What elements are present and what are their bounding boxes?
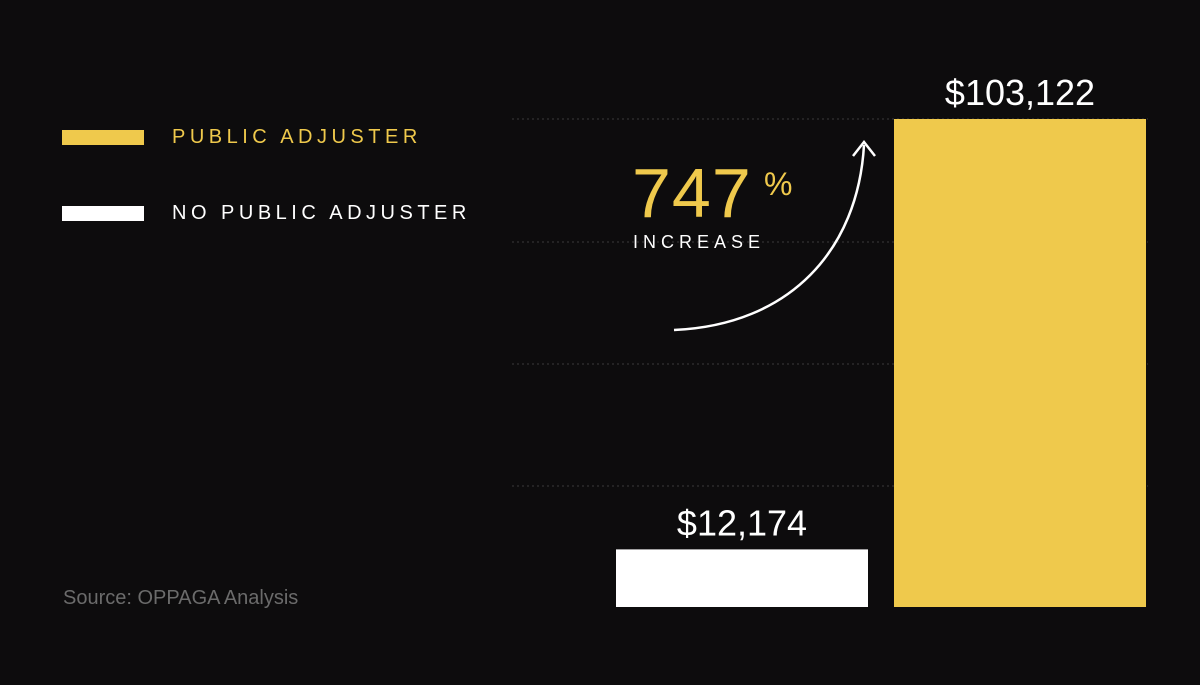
legend-swatch-public-adjuster (62, 130, 144, 145)
bar-labels: $12,174 $103,122 (677, 72, 1095, 543)
increase-label: INCREASE (633, 232, 766, 252)
value-label-no-public-adjuster: $12,174 (677, 502, 807, 543)
increase-arrow-head (852, 139, 876, 157)
legend-label-no-public-adjuster: NO PUBLIC ADJUSTER (172, 202, 471, 224)
legend-item-no-public-adjuster: NO PUBLIC ADJUSTER (62, 202, 471, 225)
increase-percent-value: 747 (632, 154, 752, 232)
legend-item-public-adjuster: PUBLIC ADJUSTER (62, 126, 422, 149)
legend-label-public-adjuster: PUBLIC ADJUSTER (172, 126, 422, 148)
value-label-public-adjuster: $103,122 (945, 72, 1095, 113)
increase-percent-sign: % (764, 166, 793, 202)
bar-public-adjuster (894, 119, 1146, 607)
bar-no-public-adjuster (616, 549, 868, 607)
increase-arrow-curve (673, 144, 866, 332)
source-note: Source: OPPAGA Analysis (63, 587, 299, 609)
legend-swatch-no-public-adjuster (62, 206, 144, 221)
bars (616, 119, 1146, 607)
